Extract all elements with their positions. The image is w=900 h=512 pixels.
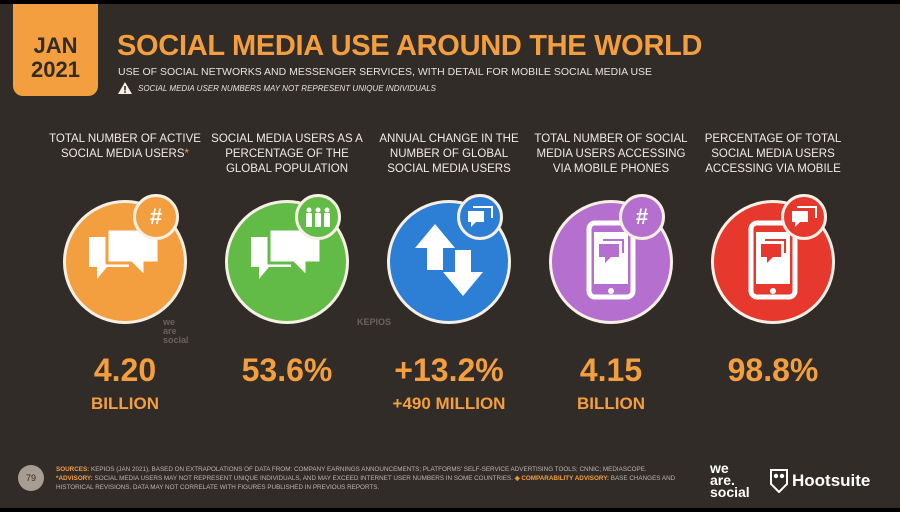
stat-value: 53.6% xyxy=(241,352,333,388)
warning-note: SOCIAL MEDIA USER NUMBERS MAY NOT REPRES… xyxy=(118,82,436,94)
advisory-text: SOCIAL MEDIA USERS MAY NOT REPRESENT UNI… xyxy=(94,475,513,482)
stat-value: 4.20 xyxy=(93,352,157,388)
stat-heading: ANNUAL CHANGE IN THE NUMBER OF GLOBAL SO… xyxy=(369,132,529,180)
stat-column: TOTAL NUMBER OF SOCIAL MEDIA USERS ACCES… xyxy=(531,132,691,413)
we-are-social-logo: we are. social xyxy=(710,460,750,500)
stat-heading-text: TOTAL NUMBER OF SOCIAL MEDIA USERS ACCES… xyxy=(534,133,688,175)
stat-column: PERCENTAGE OF TOTAL SOCIAL MEDIA USERS A… xyxy=(693,132,853,388)
up-down-arrows-icon xyxy=(409,220,489,305)
stat-heading-text: TOTAL NUMBER OF ACTIVE SOCIAL MEDIA USER… xyxy=(49,133,201,160)
mobile-phone-circle xyxy=(711,200,835,324)
hashtag-icon: # xyxy=(619,194,665,240)
stat-heading: PERCENTAGE OF TOTAL SOCIAL MEDIA USERS A… xyxy=(693,132,853,180)
stat-heading: TOTAL NUMBER OF SOCIAL MEDIA USERS ACCES… xyxy=(531,132,691,180)
stat-heading: SOCIAL MEDIA USERS AS A PERCENTAGE OF TH… xyxy=(207,132,367,180)
source-logo: KEPIOS xyxy=(357,317,392,327)
sources-text: KEPIOS (JAN 2021), BASED ON EXTRAPOLATIO… xyxy=(91,466,647,473)
source-logo: we are social xyxy=(163,317,189,345)
stat-unit: BILLION xyxy=(91,394,159,413)
stat-column: SOCIAL MEDIA USERS AS A PERCENTAGE OF TH… xyxy=(207,132,391,388)
people-icon xyxy=(295,194,341,240)
stat-unit: +490 MILLION xyxy=(392,394,506,413)
mobile-phone-icon xyxy=(748,220,798,305)
owl-icon xyxy=(770,469,788,493)
chat-icon xyxy=(781,194,827,240)
slide: JAN 2021 SOCIAL MEDIA USE AROUND THE WORL… xyxy=(0,4,900,508)
stat-column: ANNUAL CHANGE IN THE NUMBER OF GLOBAL SO… xyxy=(369,132,529,413)
date-month: JAN xyxy=(33,33,78,58)
page-title: SOCIAL MEDIA USE AROUND THE WORLD xyxy=(117,30,703,62)
date-tab: JAN 2021 xyxy=(13,4,98,96)
footnote-marker: * xyxy=(184,148,190,160)
footer: 79 SOURCES: KEPIOS (JAN 2021), BASED ON … xyxy=(0,459,900,508)
stat-heading-text: SOCIAL MEDIA USERS AS A PERCENTAGE OF TH… xyxy=(211,133,363,175)
page-number: 79 xyxy=(18,465,44,491)
comparability-label: ◈ COMPARABILITY ADVISORY: xyxy=(514,475,610,482)
page-subtitle: USE OF SOCIAL NETWORKS AND MESSENGER SER… xyxy=(118,66,653,78)
comparability-text: BASE CHANGES AND HISTORICAL REVISIONS. D… xyxy=(56,475,676,491)
stat-value: 98.8% xyxy=(727,352,819,388)
stat-value: +13.2% xyxy=(394,352,504,388)
mobile-phone-icon xyxy=(586,220,636,305)
hootsuite-text: Hootsuite xyxy=(792,471,871,490)
chat-bubbles-circle xyxy=(225,200,349,324)
stat-unit: BILLION xyxy=(577,394,645,413)
warning-icon xyxy=(118,82,132,94)
stat-heading-text: ANNUAL CHANGE IN THE NUMBER OF GLOBAL SO… xyxy=(379,133,519,175)
up-down-arrows-circle xyxy=(387,200,511,324)
stat-column: TOTAL NUMBER OF ACTIVE SOCIAL MEDIA USER… xyxy=(45,132,205,413)
sources-label: SOURCES: xyxy=(56,466,90,473)
advisory-label: *ADVISORY: xyxy=(56,475,93,482)
warning-text: SOCIAL MEDIA USER NUMBERS MAY NOT REPRES… xyxy=(138,83,436,93)
hashtag-icon: # xyxy=(133,194,179,240)
stat-value: 4.15 xyxy=(579,352,643,388)
stat-heading: TOTAL NUMBER OF ACTIVE SOCIAL MEDIA USER… xyxy=(45,132,205,180)
chat-icon xyxy=(457,194,503,240)
stat-heading-text: PERCENTAGE OF TOTAL SOCIAL MEDIA USERS A… xyxy=(704,133,842,175)
footer-notes: SOURCES: KEPIOS (JAN 2021), BASED ON EXT… xyxy=(56,465,696,492)
date-year: 2021 xyxy=(31,57,80,82)
hootsuite-logo: Hootsuite xyxy=(770,469,870,493)
